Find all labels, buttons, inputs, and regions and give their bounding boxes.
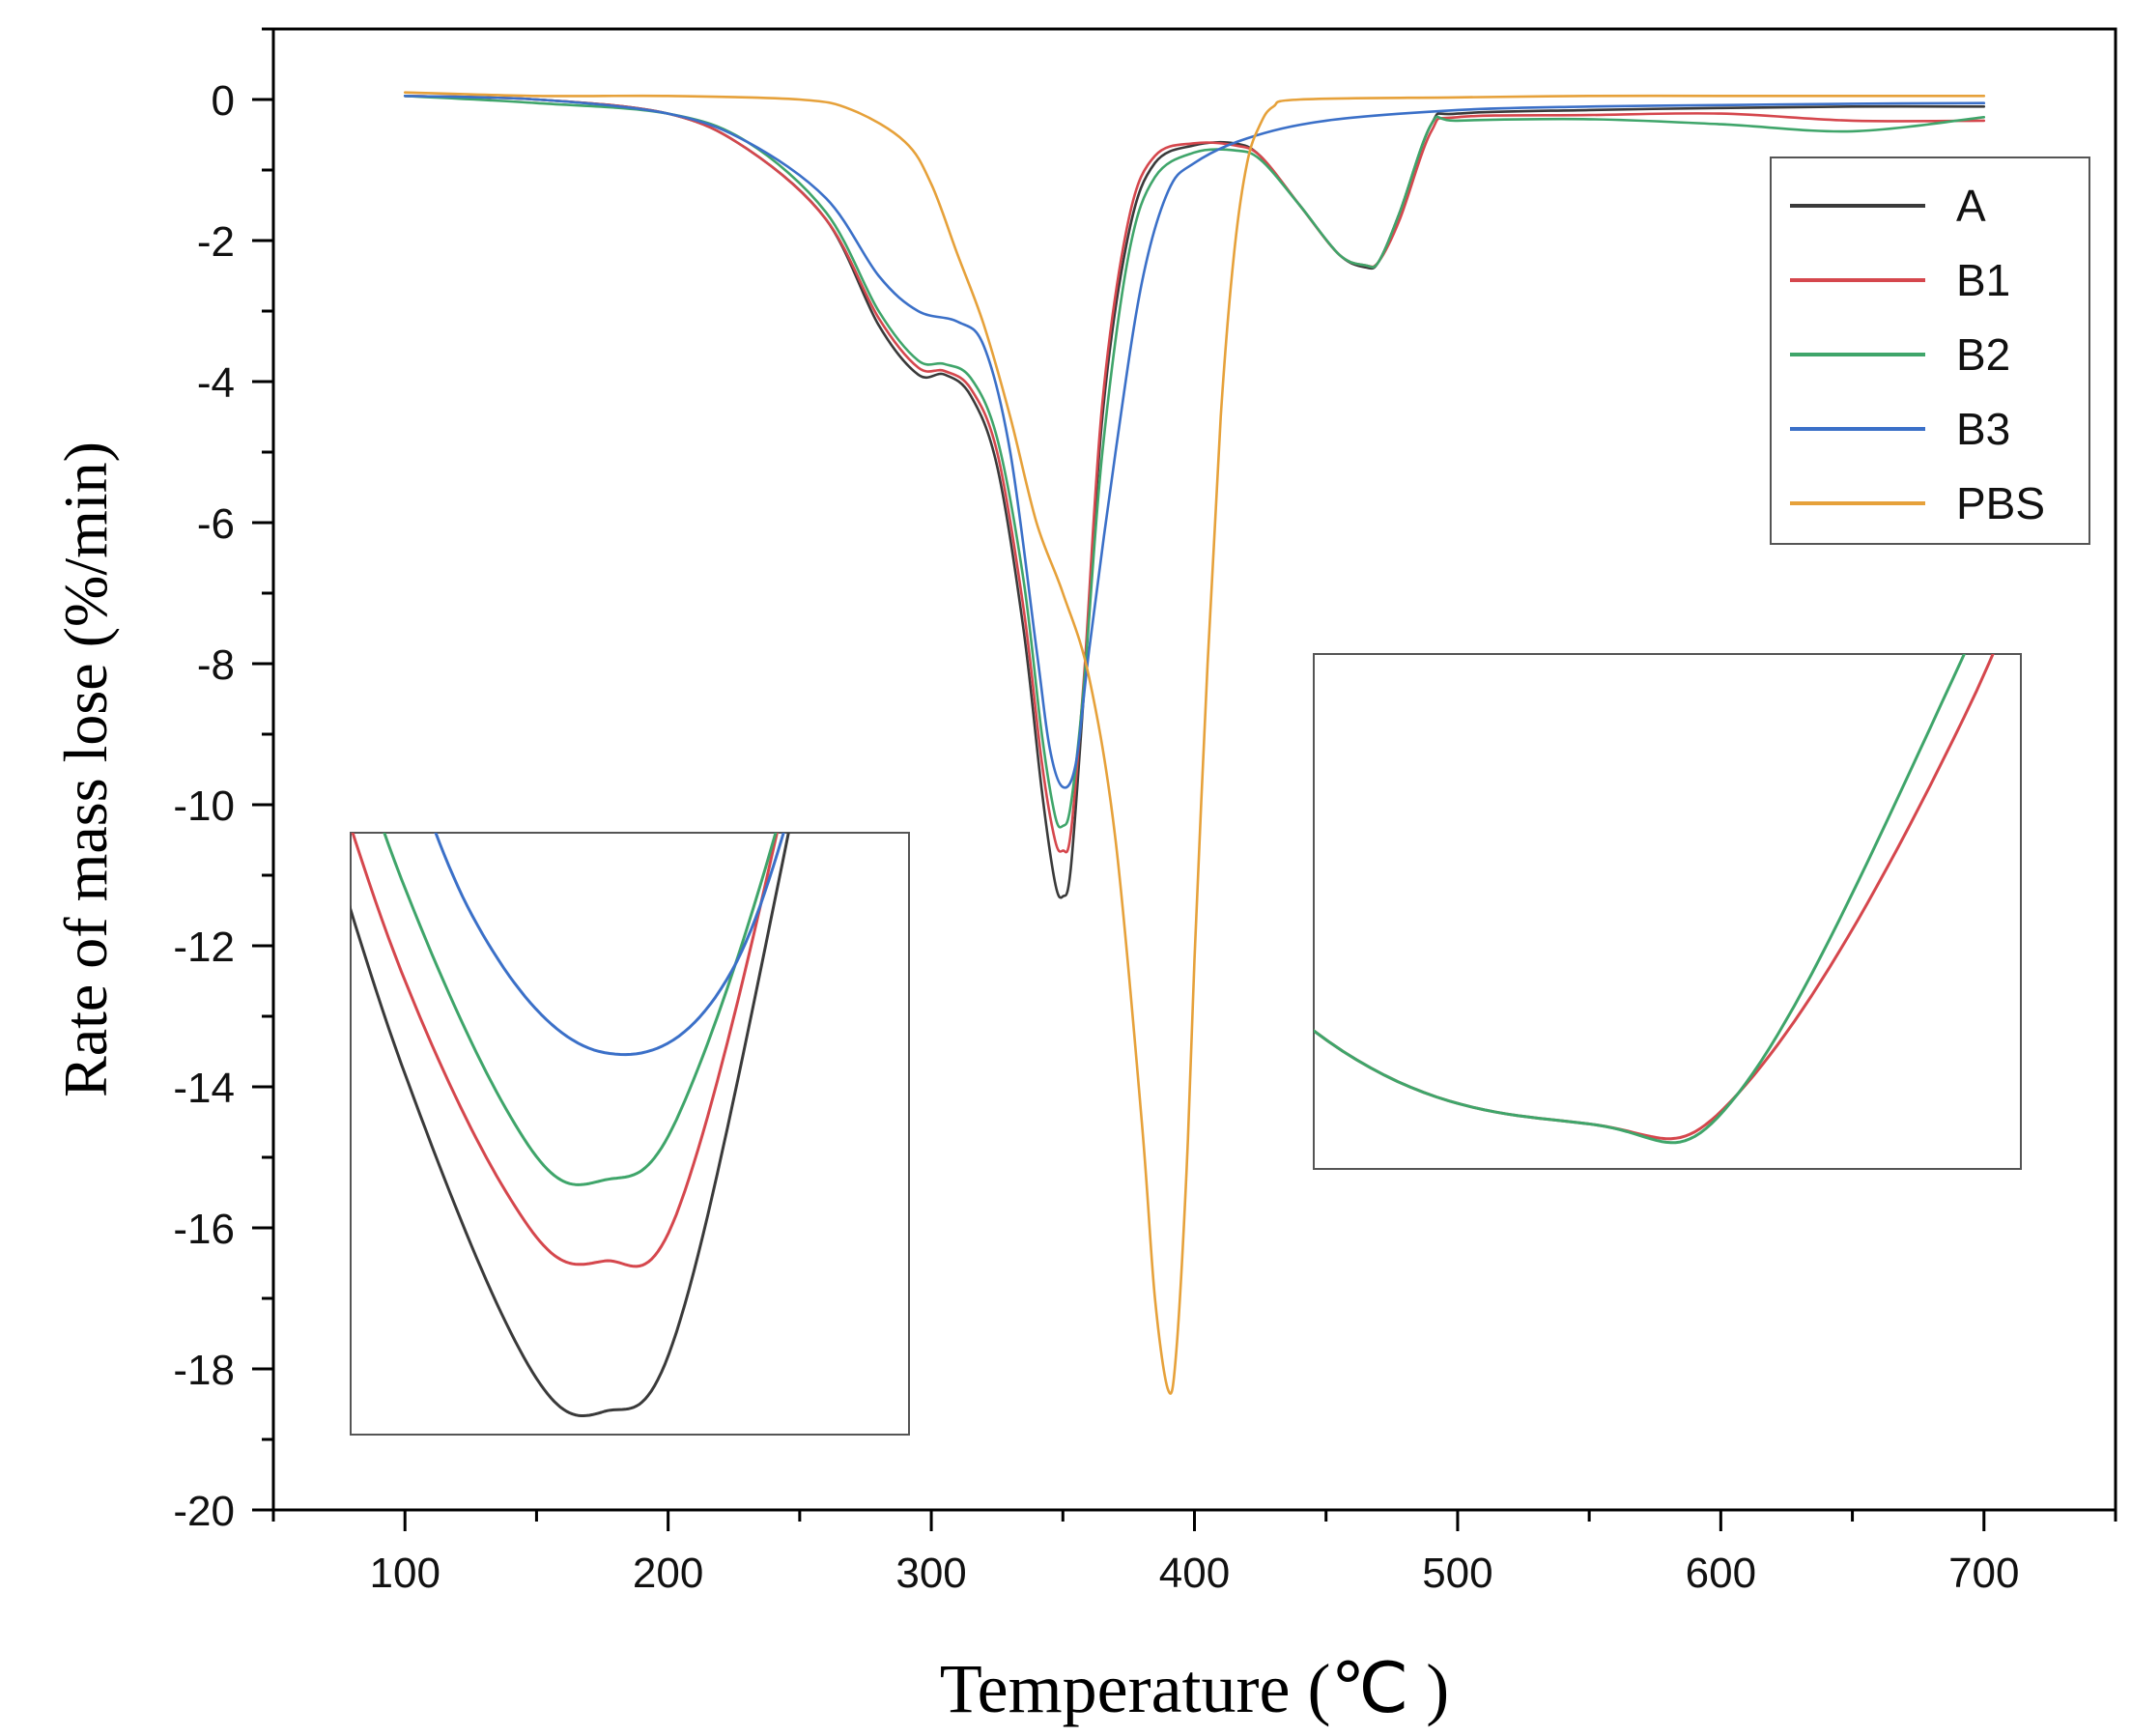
inset-layer — [276, 91, 2022, 1436]
legend-label-b3: B3 — [1956, 404, 2010, 454]
series-line-pbs — [403, 91, 1986, 1395]
inset-zoom-second-peak — [1313, 653, 2022, 1170]
series-line-b2 — [403, 95, 1986, 829]
inset-frame — [350, 832, 910, 1436]
y-tick-label: -20 — [173, 1488, 235, 1535]
series-line-b1 — [403, 95, 1986, 854]
axis-layer: 100 200 300 400 500 600 700 0 -2 -4 -6 -8 -10 -12 -14 -… — [173, 27, 2117, 1597]
inset-line-pbs — [276, 91, 984, 920]
legend-label-a: A — [1956, 181, 1986, 231]
x-tick-label: 200 — [633, 1550, 703, 1597]
series-layer — [403, 91, 1986, 1395]
y-tick-label: -12 — [173, 924, 235, 971]
y-tick-label: -8 — [197, 641, 235, 689]
inset-lines — [1314, 654, 1995, 1145]
inset-line-b1 — [351, 833, 779, 1268]
y-tick-label: -2 — [197, 218, 235, 266]
inset-frame — [1313, 653, 2022, 1170]
series-line-b3 — [403, 95, 1986, 789]
inset-line-a — [351, 833, 790, 1417]
x-tick-label: 400 — [1159, 1550, 1230, 1597]
legend-label-b2: B2 — [1956, 329, 2010, 380]
legend-label-b1: B1 — [1956, 255, 2010, 305]
y-tick-label: -18 — [173, 1347, 235, 1394]
inset-zoom-main-peak — [276, 91, 984, 1436]
x-tick-label: 600 — [1686, 1550, 1756, 1597]
inset-line-b3 — [434, 833, 785, 1057]
y-tick-label: -16 — [173, 1206, 235, 1253]
inset-lines — [276, 91, 984, 1417]
x-axis-title: Temperature (℃ ) — [940, 1650, 1450, 1727]
y-tick-label: -4 — [197, 359, 235, 407]
legend-box — [1770, 157, 2090, 545]
y-tick-label: -10 — [173, 783, 235, 830]
legend: A B1 B2 B3 PBS — [1770, 157, 2090, 545]
legend-label-pbs: PBS — [1956, 478, 2045, 528]
inset-line-b2 — [383, 833, 778, 1186]
x-tick-label: 100 — [370, 1550, 440, 1597]
x-tick-label: 300 — [895, 1550, 966, 1597]
y-axis-title: Rate of mass lose (%/min) — [51, 441, 120, 1097]
inset-line-b2 — [1314, 654, 1967, 1145]
y-tick-label: -14 — [173, 1065, 235, 1112]
x-tick-label: 500 — [1422, 1550, 1492, 1597]
y-tick-label: -6 — [197, 500, 235, 548]
axis-titles: Temperature (℃ ) Rate of mass lose (%/mi… — [51, 441, 1449, 1727]
y-tick-label: 0 — [212, 77, 235, 125]
x-tick-label: 700 — [1948, 1550, 2019, 1597]
